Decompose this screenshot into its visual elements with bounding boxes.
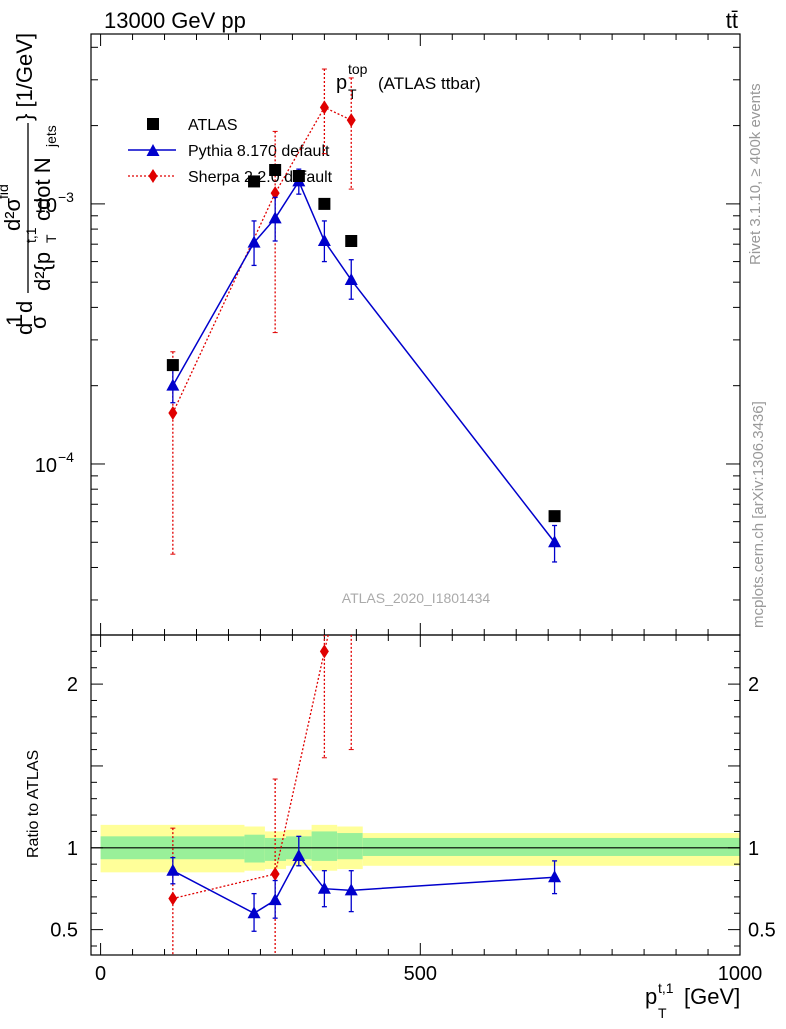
- ytick-label-base-1: 10: [35, 195, 57, 217]
- title-base: p: [336, 72, 347, 94]
- xlabel-base: p: [645, 984, 657, 1009]
- pythia-point-1: [247, 235, 261, 248]
- sherpa-point-3: [346, 113, 356, 128]
- band-inner-4: [311, 831, 338, 861]
- ratio-pythia-point-3: [292, 848, 306, 861]
- header-right: tt̄: [726, 8, 738, 33]
- legend-marker-pythia: [146, 144, 160, 156]
- legend-label-atlas: ATLAS: [188, 117, 238, 134]
- ytick-label-base-0: 10: [35, 455, 57, 477]
- legend-label-sherpa: Sherpa 2.2.0 default: [188, 169, 333, 186]
- ratio-sherpa-point-2: [319, 644, 329, 659]
- title-rest: (ATLAS ttbar): [378, 74, 481, 93]
- title-sub: T: [348, 86, 357, 102]
- ytick-label-exp-0: −4: [58, 449, 74, 465]
- xlabel: p T t,1 [GeV]: [645, 980, 740, 1021]
- ratio-pythia-point-6: [548, 870, 562, 883]
- ylabel-unit: } [1/GeV]: [12, 33, 37, 121]
- legend-marker-sherpa: [148, 169, 158, 183]
- ylabel-sub: T: [43, 234, 59, 243]
- xlabel-sub: T: [658, 1005, 667, 1021]
- atlas-point-5: [345, 234, 358, 247]
- ratio-pythia-point-4: [317, 881, 331, 894]
- watermark: ATLAS_2020_I1801434: [342, 590, 491, 606]
- ratio-ytick-label-right-0.5: 0.5: [748, 920, 776, 942]
- ratio-ytick-label-right-1: 1: [748, 838, 759, 860]
- ratio-pythia-point-0: [166, 863, 180, 876]
- ratio-sherpa-point-0: [168, 891, 178, 906]
- xlabel-unit: [GeV]: [684, 984, 740, 1009]
- ratio-sherpa-line: [172, 635, 329, 900]
- legend-marker-atlas: [147, 118, 159, 130]
- sherpa-point-0: [168, 406, 178, 421]
- ylabel-numerator: d²σ: [0, 197, 25, 231]
- ratio-sherpa-point-3: [347, 530, 356, 544]
- xlabel-sup: t,1: [658, 980, 674, 996]
- atlas-point-3: [292, 170, 305, 183]
- title-sup: top: [348, 61, 368, 77]
- legend-label-pythia: Pythia 8.170 default: [188, 143, 330, 160]
- ratio-series: [166, 530, 562, 955]
- ratio-ytick-label-2: 2: [67, 674, 78, 696]
- ylabel-numsup: fid: [0, 184, 11, 199]
- ylabel-pre3: σ: [26, 315, 51, 329]
- ratio-pythia-point-5: [344, 883, 358, 896]
- xtick-label-0: 0: [95, 963, 106, 985]
- mcplots-label: mcplots.cern.ch [arXiv:1306.3436]: [750, 401, 767, 628]
- pythia-line: [172, 179, 556, 543]
- rivet-label: Rivet 3.1.10, ≥ 400k events: [747, 83, 764, 265]
- band-inner-2: [264, 837, 287, 861]
- ylabel-jets: jets: [43, 125, 59, 148]
- xtick-label-500: 500: [404, 963, 437, 985]
- ratio-ytick-label-right-2: 2: [748, 674, 759, 696]
- band-inner-6: [362, 837, 740, 856]
- ratio-frame: [90, 634, 741, 956]
- band-inner-1: [244, 834, 265, 863]
- ytick-label-exp-1: −3: [58, 189, 74, 205]
- header-left: 13000 GeV pp: [104, 8, 246, 33]
- sherpa-point-2: [319, 100, 329, 115]
- ylabel-pre: d: [12, 323, 37, 335]
- ratio-band: [100, 824, 740, 873]
- ratio-ytick-label-1: 1: [67, 838, 78, 860]
- xtick-label-1000: 1000: [718, 963, 763, 985]
- band-inner-5: [337, 833, 363, 860]
- ylabel-sup: t,1: [23, 227, 39, 243]
- ratio-pythia-point-1: [247, 906, 261, 919]
- pythia-point-2: [268, 211, 282, 224]
- atlas-point-2: [269, 163, 282, 176]
- ratio-sherpa-point-1: [270, 866, 280, 881]
- atlas-point-6: [548, 510, 561, 523]
- main-series: [166, 68, 562, 563]
- main-title: p top T (ATLAS ttbar): [336, 61, 481, 102]
- main-ylabel: d 1 σ d d²{p T t,1 cdot N jets d²σ fid }…: [0, 33, 59, 335]
- ylabel-pre4: d: [12, 301, 37, 313]
- ylabel-pre2: 1: [2, 314, 27, 326]
- sherpa-point-1: [270, 186, 280, 201]
- atlas-point-4: [318, 197, 331, 210]
- sherpa-line: [172, 106, 352, 414]
- ratio-ylabel: Ratio to ATLAS: [25, 750, 42, 858]
- atlas-point-1: [248, 175, 261, 188]
- ratio-plot: 0 500 1000 0.5 0.5 1 1 2 2: [50, 530, 776, 985]
- ratio-pythia-point-2: [268, 893, 282, 906]
- atlas-point-0: [166, 359, 179, 372]
- pythia-point-4: [317, 233, 331, 246]
- pythia-point-5: [344, 272, 358, 285]
- pythia-point-6: [548, 535, 562, 548]
- ylabel-tail: cdot N: [30, 157, 55, 221]
- pythia-point-0: [166, 378, 180, 391]
- ratio-ytick-label-0.5: 0.5: [50, 920, 78, 942]
- ylabel-denominator: d²{p: [30, 252, 55, 291]
- main-plot: 10−410−310−2: [35, 33, 741, 636]
